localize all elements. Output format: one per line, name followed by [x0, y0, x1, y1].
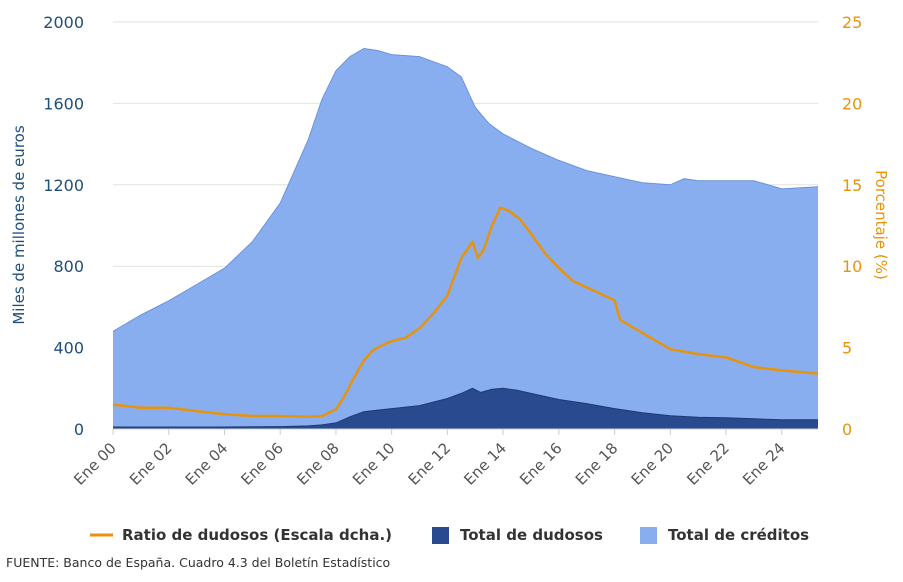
- y-axis-title-right: Porcentaje (%): [872, 170, 890, 280]
- x-tick-label: Ene 22: [683, 439, 733, 489]
- x-tick-label: Ene 00: [70, 439, 120, 489]
- y-tick-left: 1200: [43, 176, 84, 195]
- series-line-2: [112, 206, 819, 419]
- x-tick-label: Ene 02: [126, 439, 176, 489]
- y-tick-left: 2000: [43, 13, 84, 32]
- legend-swatch-creditos: [640, 527, 657, 544]
- y-tick-right: 10: [842, 257, 862, 276]
- lines: [112, 206, 819, 419]
- axes: [112, 428, 818, 435]
- series-area-edge-1: [113, 387, 818, 428]
- series-area-edge-0: [112, 47, 819, 332]
- x-tick-label: Ene 14: [460, 439, 510, 489]
- series-area-0: [113, 48, 818, 429]
- legend-label-ratio: Ratio de dudosos (Escala dcha.): [122, 526, 392, 544]
- y-tick-right: 20: [842, 94, 862, 113]
- y-tick-left: 0: [74, 420, 84, 439]
- x-tick-label: Ene 20: [628, 439, 678, 489]
- x-tick-label: Ene 10: [349, 439, 399, 489]
- y-tick-left: 1600: [43, 94, 84, 113]
- y-tick-left: 400: [53, 339, 84, 358]
- series-area-1: [113, 388, 818, 429]
- y-tick-right: 15: [842, 176, 862, 195]
- legend-swatch-dudosos: [432, 527, 449, 544]
- y-tick-left: 800: [53, 257, 84, 276]
- x-tick-label: Ene 06: [237, 439, 287, 489]
- x-tick-label: Ene 18: [572, 439, 622, 489]
- areas: [112, 47, 819, 429]
- y-axis-title-left: Miles de millones de euros: [10, 125, 28, 324]
- legend-label-dudosos: Total de dudosos: [460, 526, 603, 544]
- y-tick-right: 25: [842, 13, 862, 32]
- x-tick-label: Ene 04: [182, 439, 232, 489]
- y-tick-right: 5: [842, 339, 852, 358]
- y-tick-right: 0: [842, 420, 852, 439]
- x-tick-label: Ene 08: [293, 439, 343, 489]
- x-tick-label: Ene 16: [516, 439, 566, 489]
- x-tick-label: Ene 24: [739, 439, 789, 489]
- legend: Ratio de dudosos (Escala dcha.) Total de…: [90, 526, 809, 544]
- source-note: FUENTE: Banco de España. Cuadro 4.3 del …: [6, 555, 390, 570]
- x-tick-label: Ene 12: [405, 439, 455, 489]
- legend-label-creditos: Total de créditos: [668, 526, 809, 544]
